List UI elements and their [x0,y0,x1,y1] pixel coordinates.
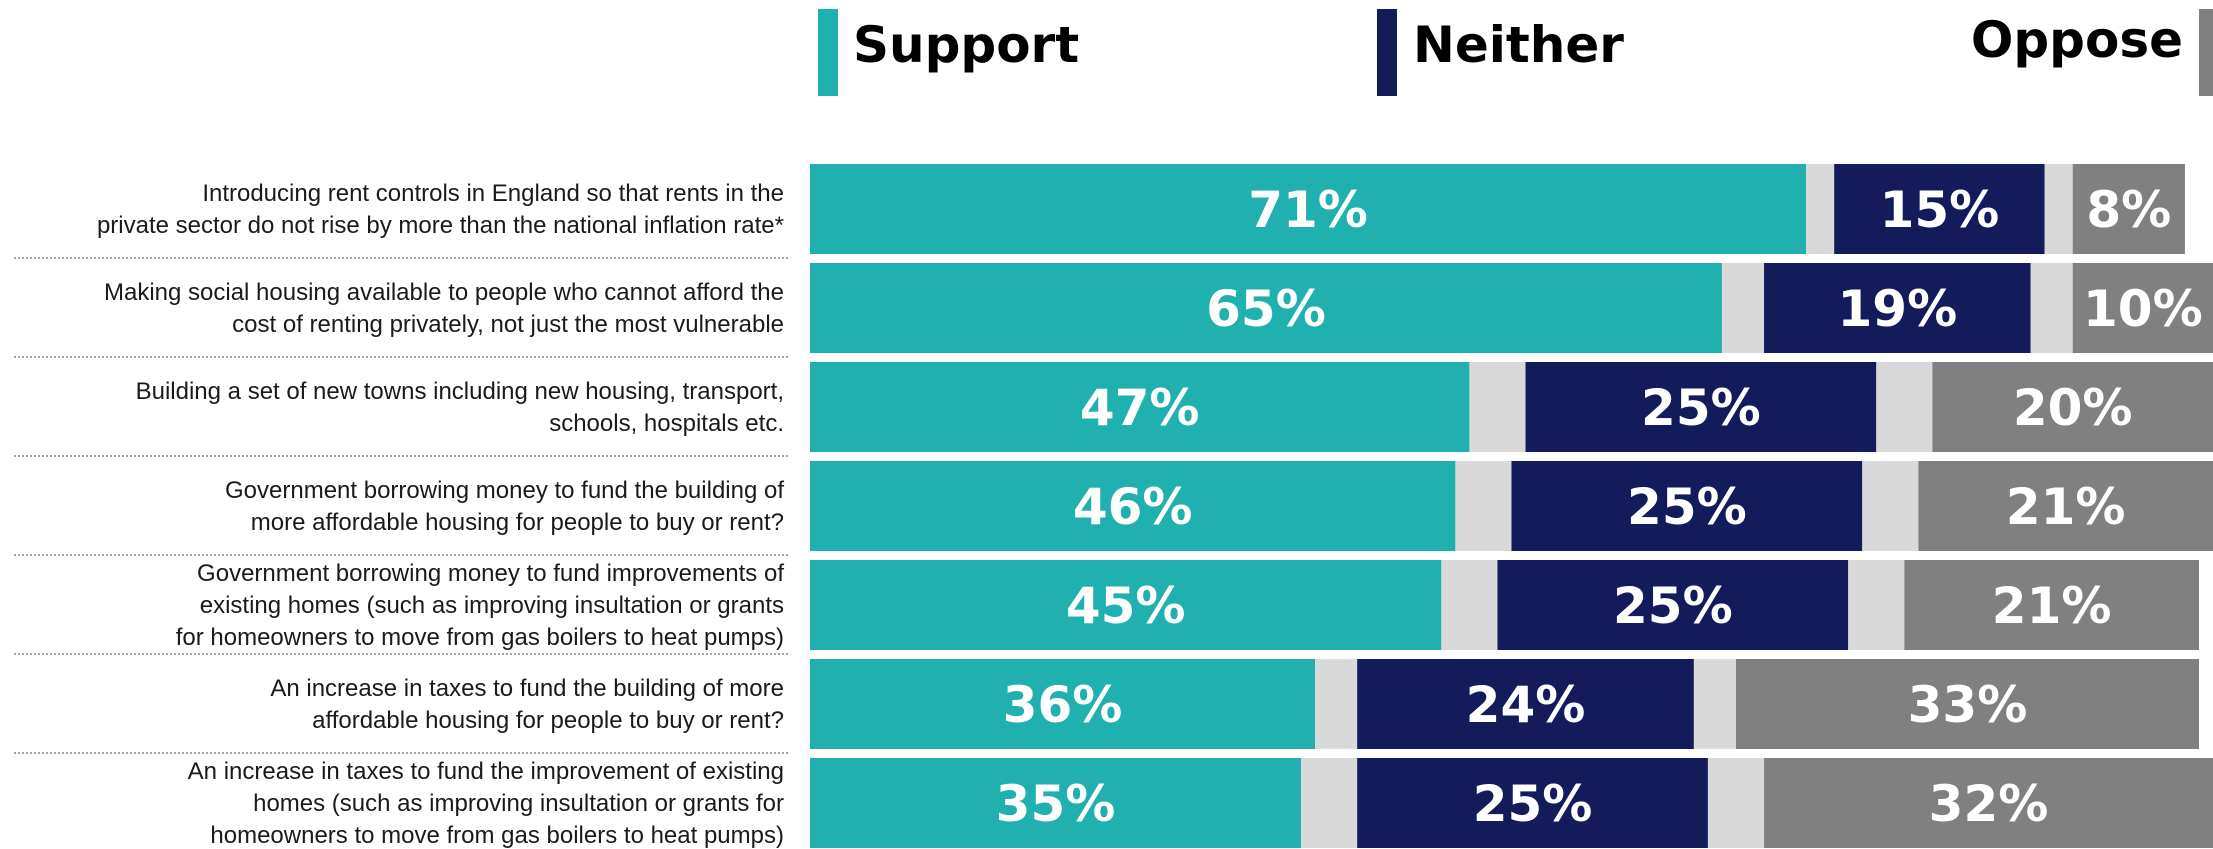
bar-gap [1693,659,1736,749]
bar-value-label: 35% [996,775,1116,833]
bar-oppose [1764,758,2213,848]
bar-value-label: 21% [2006,478,2126,536]
bar-support [810,758,1302,848]
bar-value-label: 25% [1473,775,1593,833]
bar-oppose [1932,362,2213,452]
legend-swatch-oppose [2199,9,2213,96]
bar-value-label: 15% [1880,181,2000,239]
bar-neither [1497,560,1849,650]
bar-value-label: 20% [2013,379,2133,437]
legend-label-oppose: Oppose [1971,11,2183,69]
bar-value-label: 10% [2083,280,2203,338]
bar-value-label: 8% [2086,181,2171,239]
bar-gap [1848,560,1905,650]
bar-neither [1834,164,2045,254]
bar-value-label: 32% [1929,775,2049,833]
bar-neither [1525,362,1877,452]
row-label: Building a set of new towns including ne… [136,378,784,437]
bar-oppose [1918,461,2213,551]
bar-value-label: 25% [1613,577,1733,635]
legend-label-support: Support [853,16,1079,74]
bar-neither [1764,263,2031,353]
legend-label-neither: Neither [1413,16,1624,74]
bar-value-label: 24% [1466,676,1586,734]
bar-neither [1357,758,1708,848]
bar-value-label: 47% [1080,379,1200,437]
bar-support [810,659,1316,749]
bar-gap [1721,263,1765,353]
bar-gap [1301,758,1358,848]
bar-support [810,164,1807,254]
bar-oppose [1904,560,2199,650]
bar-support [810,263,1722,353]
bar-value-label: 65% [1206,280,1326,338]
bar-gap [1876,362,1933,452]
row-label: Making social housing available to peopl… [104,279,784,338]
bar-gap [1455,461,1512,551]
bar-gap [2030,263,2073,353]
bar-value-label: 25% [1627,478,1747,536]
bar-gap [1441,560,1498,650]
bar-value-label: 36% [1003,676,1123,734]
row-label: Government borrowing money to fund the b… [225,477,784,536]
legend-swatch-support [818,9,838,96]
row-labels: Introducing rent controls in England so … [97,180,784,849]
bar-value-label: 19% [1837,280,1957,338]
bar-value-label: 71% [1248,181,1368,239]
row-label: An increase in taxes to fund the buildin… [270,675,784,734]
bar-gap [1469,362,1526,452]
row-label: An increase in taxes to fund the improve… [188,758,784,849]
row-separators [14,257,790,754]
row-label: Introducing rent controls in England so … [97,180,784,239]
bar-support [810,362,1470,452]
legend-swatch-neither [1377,9,1397,96]
bar-gap [1707,758,1765,848]
row-label: Government borrowing money to fund impro… [176,560,785,651]
bar-value-label: 45% [1066,577,1186,635]
bar-oppose [2072,164,2185,254]
bar-gap [2044,164,2073,254]
bar-value-label: 21% [1992,577,2112,635]
bar-gap [1862,461,1919,551]
bars: 71% 15% 8% 65% 19% 10% 47% 25% 20% 46% 25% 21% 45% 25… [810,164,2213,848]
bar-support [810,560,1442,650]
bar-gap [1806,164,1835,254]
bar-oppose [1735,659,2199,749]
bar-neither [1357,659,1694,749]
legend: Support Neither Oppose [818,9,2213,96]
bar-support [810,461,1456,551]
bar-value-label: 33% [1908,676,2028,734]
bar-value-label: 25% [1641,379,1761,437]
bar-oppose [2072,263,2213,353]
bar-value-label: 46% [1073,478,1193,536]
bar-gap [1315,659,1358,749]
bar-neither [1511,461,1863,551]
